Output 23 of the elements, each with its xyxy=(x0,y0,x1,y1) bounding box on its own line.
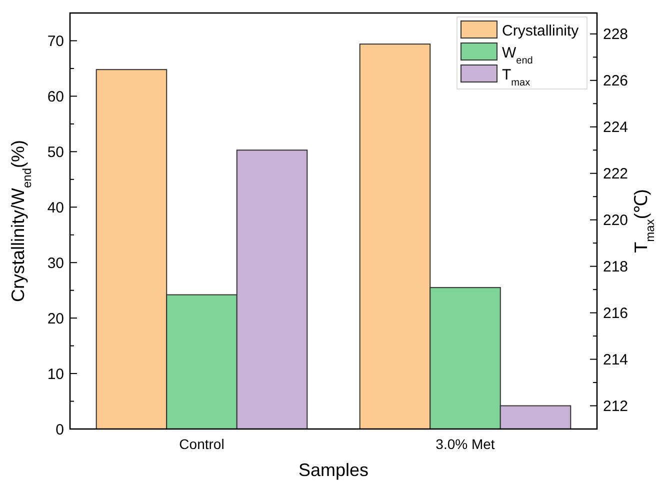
y2-tick-label: 224 xyxy=(603,119,628,136)
y-tick-label: 0 xyxy=(56,421,64,438)
y2-tick-label: 220 xyxy=(603,212,628,230)
legend-label: W$_{end}$ xyxy=(502,44,533,66)
y-tick-label: 10 xyxy=(47,366,64,383)
legend-label: Crystallinity xyxy=(502,22,580,40)
y-tick-label: 30 xyxy=(47,254,64,272)
y2-tick-label: 218 xyxy=(603,258,628,276)
y2-tick-label: 214 xyxy=(603,352,628,369)
y2-tick-label: 216 xyxy=(603,305,628,322)
y-tick-label: 50 xyxy=(47,144,64,161)
y2-tick-label: 226 xyxy=(603,72,628,90)
x-tick-label: 3.0% Met xyxy=(436,436,495,452)
y-tick-label: 20 xyxy=(47,310,64,328)
y-tick-label: 70 xyxy=(47,32,64,50)
y-tick-label: 60 xyxy=(47,88,64,106)
legend-label: T$_{max}$ xyxy=(502,66,530,88)
y2-tick-label: 212 xyxy=(603,398,628,416)
x-tick-label: Control xyxy=(179,436,224,452)
x-axis-title: Samples xyxy=(298,460,369,480)
y2-tick-label: 228 xyxy=(603,26,628,44)
y-tick-label: 40 xyxy=(47,199,64,216)
y2-tick-label: 222 xyxy=(603,166,628,183)
